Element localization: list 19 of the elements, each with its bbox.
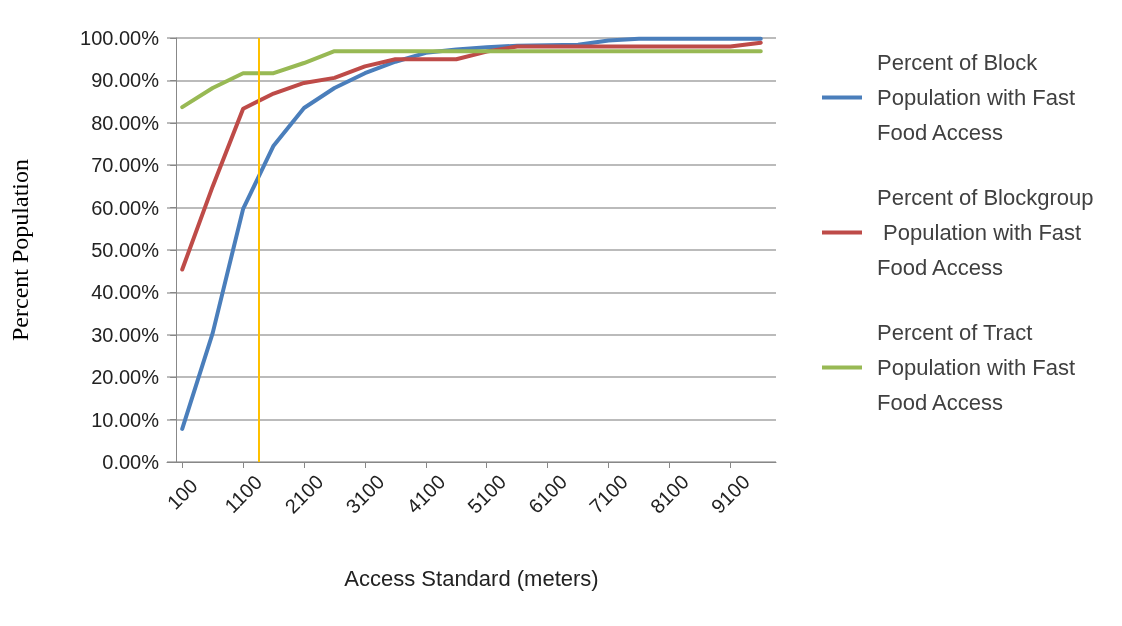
y-tick-label: 80.00% — [91, 111, 160, 134]
legend-label: Percent of Block Population with Fast Food Access — [877, 50, 1082, 145]
y-tick-label: 20.00% — [91, 366, 160, 389]
y-tick-label: 40.00% — [91, 281, 160, 304]
y-tick-label: 70.00% — [91, 154, 160, 177]
y-tick-label: 10.00% — [91, 408, 160, 431]
legend-label: Percent of Blockgroup Population with Fast Food Access — [877, 185, 1094, 280]
x-axis-title: Access Standard (meters) — [344, 565, 599, 591]
legend-label: Percent of Tract Population with Fast Food Access — [877, 320, 1082, 415]
line-series — [180, 49, 763, 110]
y-tick-label: 90.00% — [91, 69, 160, 92]
y-tick-label: 0.00% — [102, 451, 160, 473]
x-tick-label: 100 — [162, 474, 202, 514]
y-tick-label: 100.00% — [80, 27, 160, 49]
line-series — [180, 40, 763, 272]
y-tick-label: 60.00% — [91, 196, 160, 219]
y-tick-label: 30.00% — [91, 323, 160, 346]
y-tick-label: 50.00% — [91, 239, 160, 261]
y-axis-title: Percent Population — [7, 159, 33, 341]
